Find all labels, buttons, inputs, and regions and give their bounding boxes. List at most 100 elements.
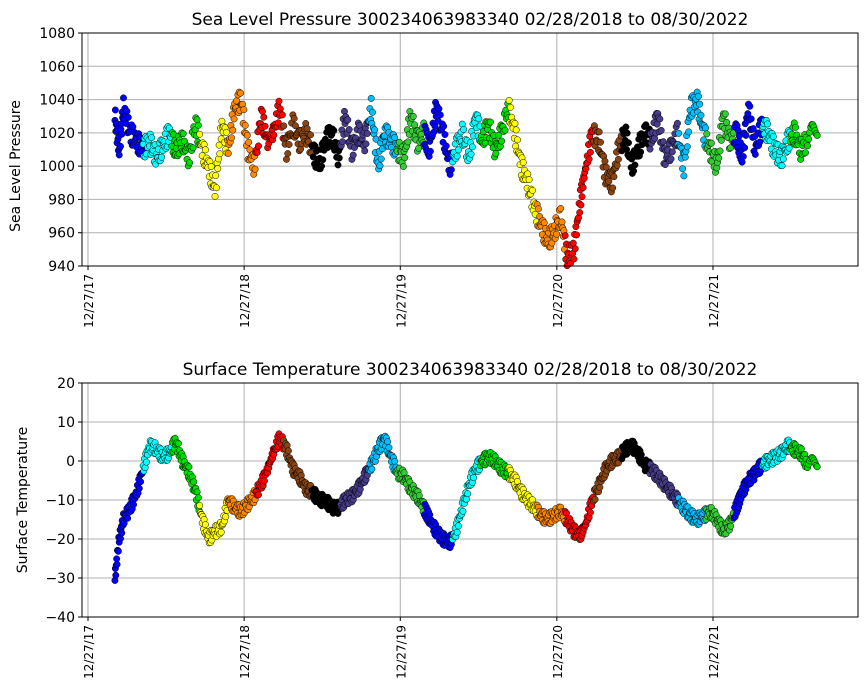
data-point xyxy=(464,490,472,498)
data-point xyxy=(805,135,813,143)
data-point xyxy=(228,134,235,142)
data-point xyxy=(661,161,669,169)
data-point xyxy=(813,463,821,471)
data-point xyxy=(727,522,735,530)
data-point xyxy=(453,152,461,160)
data-point xyxy=(290,115,298,123)
data-point xyxy=(778,162,786,170)
data-point xyxy=(741,144,749,152)
data-point xyxy=(442,142,450,150)
data-point xyxy=(362,140,370,148)
data-point xyxy=(230,115,238,123)
data-point xyxy=(602,163,610,171)
data-point xyxy=(577,201,585,209)
data-point xyxy=(494,131,502,139)
y-tick-label: −30 xyxy=(45,571,75,587)
data-point xyxy=(558,218,566,226)
data-point xyxy=(431,122,439,130)
data-point xyxy=(576,209,584,217)
data-point xyxy=(631,161,639,169)
data-point xyxy=(613,161,621,169)
data-point xyxy=(804,142,811,150)
data-point xyxy=(453,528,461,536)
data-point xyxy=(285,141,293,148)
data-point xyxy=(253,149,261,156)
data-point xyxy=(243,131,251,139)
data-point xyxy=(186,159,194,167)
data-point xyxy=(561,232,569,240)
data-point xyxy=(255,142,262,150)
data-point xyxy=(349,151,357,159)
data-point xyxy=(679,165,687,173)
data-point xyxy=(142,458,150,466)
pressure-series xyxy=(111,88,821,270)
data-point xyxy=(486,118,494,126)
data-point xyxy=(361,147,369,155)
data-point xyxy=(614,155,622,163)
data-point xyxy=(674,119,681,127)
data-point xyxy=(734,126,742,134)
y-tick-label: 1060 xyxy=(39,59,75,75)
temperature-y-ticks: −40 −30 −20 −10 0 10 20 xyxy=(45,376,82,626)
x-tick-label: 12/27/17 xyxy=(82,274,96,328)
data-point xyxy=(158,153,166,161)
data-point xyxy=(467,150,475,158)
data-point xyxy=(764,120,771,128)
data-point xyxy=(430,128,438,136)
data-point xyxy=(111,106,119,114)
data-point xyxy=(525,176,533,184)
data-point xyxy=(114,547,122,555)
data-point xyxy=(284,150,292,158)
data-point xyxy=(721,110,729,118)
data-point xyxy=(130,501,137,509)
data-point xyxy=(275,97,283,105)
data-point xyxy=(501,126,509,134)
data-point xyxy=(813,131,821,139)
data-point xyxy=(717,136,725,144)
data-point xyxy=(344,116,352,124)
pressure-y-ticks: 940 960 980 1000 1020 1040 1060 1080 xyxy=(39,26,82,275)
y-tick-label: 1080 xyxy=(39,26,75,42)
data-point xyxy=(377,155,385,163)
data-point xyxy=(680,172,688,180)
data-point xyxy=(785,144,793,152)
data-point xyxy=(696,100,704,108)
data-point xyxy=(623,129,631,137)
data-point xyxy=(595,128,603,136)
data-point xyxy=(751,150,759,158)
data-point xyxy=(436,111,444,119)
data-point xyxy=(283,155,290,163)
temperature-y-axis-label: Surface Temperature xyxy=(15,427,31,573)
data-point xyxy=(609,184,617,192)
data-point xyxy=(702,124,709,132)
data-point xyxy=(681,153,689,161)
data-point xyxy=(404,138,412,146)
data-point xyxy=(511,120,519,127)
data-point xyxy=(659,138,667,146)
data-point xyxy=(270,131,278,139)
data-point xyxy=(415,144,423,152)
data-point xyxy=(259,107,266,115)
data-point xyxy=(229,126,237,134)
data-point xyxy=(212,172,220,180)
data-point xyxy=(385,444,393,451)
data-point xyxy=(214,165,222,173)
data-point xyxy=(196,502,204,509)
pressure-x-ticks: 12/27/17 12/27/18 12/27/19 12/27/20 12/27/21 xyxy=(82,266,721,328)
data-point xyxy=(124,514,132,522)
y-tick-label: −20 xyxy=(45,532,75,548)
data-point xyxy=(215,141,223,149)
data-point xyxy=(716,147,724,155)
data-point xyxy=(475,115,483,123)
pressure-y-axis-label: Sea Level Pressure xyxy=(8,100,24,232)
data-point xyxy=(179,130,187,138)
y-tick-label: 10 xyxy=(57,415,75,431)
data-point xyxy=(553,230,561,238)
data-point xyxy=(307,131,314,139)
data-point xyxy=(117,535,124,543)
data-point xyxy=(668,148,676,156)
data-point xyxy=(746,102,754,110)
y-tick-label: 20 xyxy=(57,376,75,392)
data-point xyxy=(625,139,632,147)
data-point xyxy=(384,438,392,446)
